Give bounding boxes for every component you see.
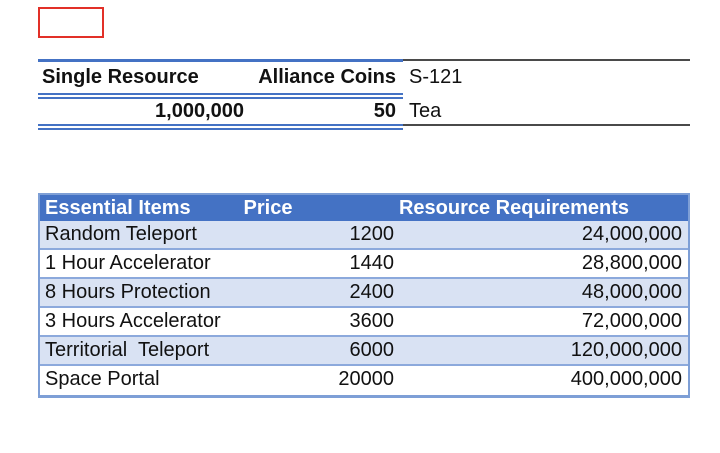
table-row: Random Teleport 1200 24,000,000 — [40, 221, 688, 250]
summary-middle-double-rule — [38, 93, 403, 99]
resource-requirements-header: Resource Requirements — [398, 197, 630, 219]
price-cell: 6000 — [349, 339, 395, 361]
essential-items-table: Essential Items Price Resource Requireme… — [38, 193, 690, 398]
requirement-cell: 48,000,000 — [581, 281, 682, 303]
table-row: 3 Hours Accelerator 3600 72,000,000 — [40, 308, 688, 337]
items-table-header-row: Essential Items Price Resource Requireme… — [40, 195, 688, 221]
table-row: 1 Hour Accelerator 1440 28,800,000 — [40, 250, 688, 279]
price-cell: 3600 — [349, 310, 395, 332]
table-row: Territorial Teleport 6000 120,000,000 — [40, 337, 688, 366]
summary-table: Single Resource Alliance Coins S-121 1,0… — [38, 59, 690, 131]
summary-top-accent-line — [38, 59, 403, 62]
item-name-cell: 1 Hour Accelerator — [45, 252, 211, 274]
item-name-cell: Random Teleport — [45, 223, 197, 245]
table-row: 8 Hours Protection 2400 48,000,000 — [40, 279, 688, 308]
requirement-cell: 24,000,000 — [581, 223, 682, 245]
server-label-cell: S-121 — [409, 66, 463, 88]
summary-value-row: 1,000,000 50 Tea — [38, 99, 690, 124]
alliance-coins-value: 50 — [373, 100, 396, 122]
single-resource-header: Single Resource — [42, 66, 199, 88]
item-name-cell: Space Portal — [45, 368, 160, 390]
summary-header-row: Single Resource Alliance Coins S-121 — [38, 62, 690, 93]
item-name-cell: 3 Hours Accelerator — [45, 310, 221, 332]
table-row: Space Portal 20000 400,000,000 — [40, 366, 688, 395]
price-cell: 1440 — [349, 252, 395, 274]
item-name-cell: 8 Hours Protection — [45, 281, 211, 303]
price-cell: 1200 — [349, 223, 395, 245]
alliance-coins-header: Alliance Coins — [258, 66, 396, 88]
price-header: Price — [243, 197, 293, 219]
price-cell: 20000 — [338, 368, 394, 390]
server-value-cell: Tea — [409, 100, 442, 122]
item-name-cell: Territorial Teleport — [45, 339, 210, 361]
single-resource-value: 1,000,000 — [155, 100, 244, 122]
requirement-cell: 28,800,000 — [581, 252, 682, 274]
summary-top-gray-line — [403, 59, 690, 61]
summary-bottom-double-rule — [38, 124, 403, 130]
requirement-cell: 72,000,000 — [581, 310, 682, 332]
red-highlight-box — [38, 7, 104, 38]
requirement-cell: 400,000,000 — [570, 368, 682, 390]
essential-items-header: Essential Items — [45, 197, 191, 219]
summary-bottom-gray-line — [403, 124, 690, 126]
price-cell: 2400 — [349, 281, 395, 303]
requirement-cell: 120,000,000 — [570, 339, 682, 361]
